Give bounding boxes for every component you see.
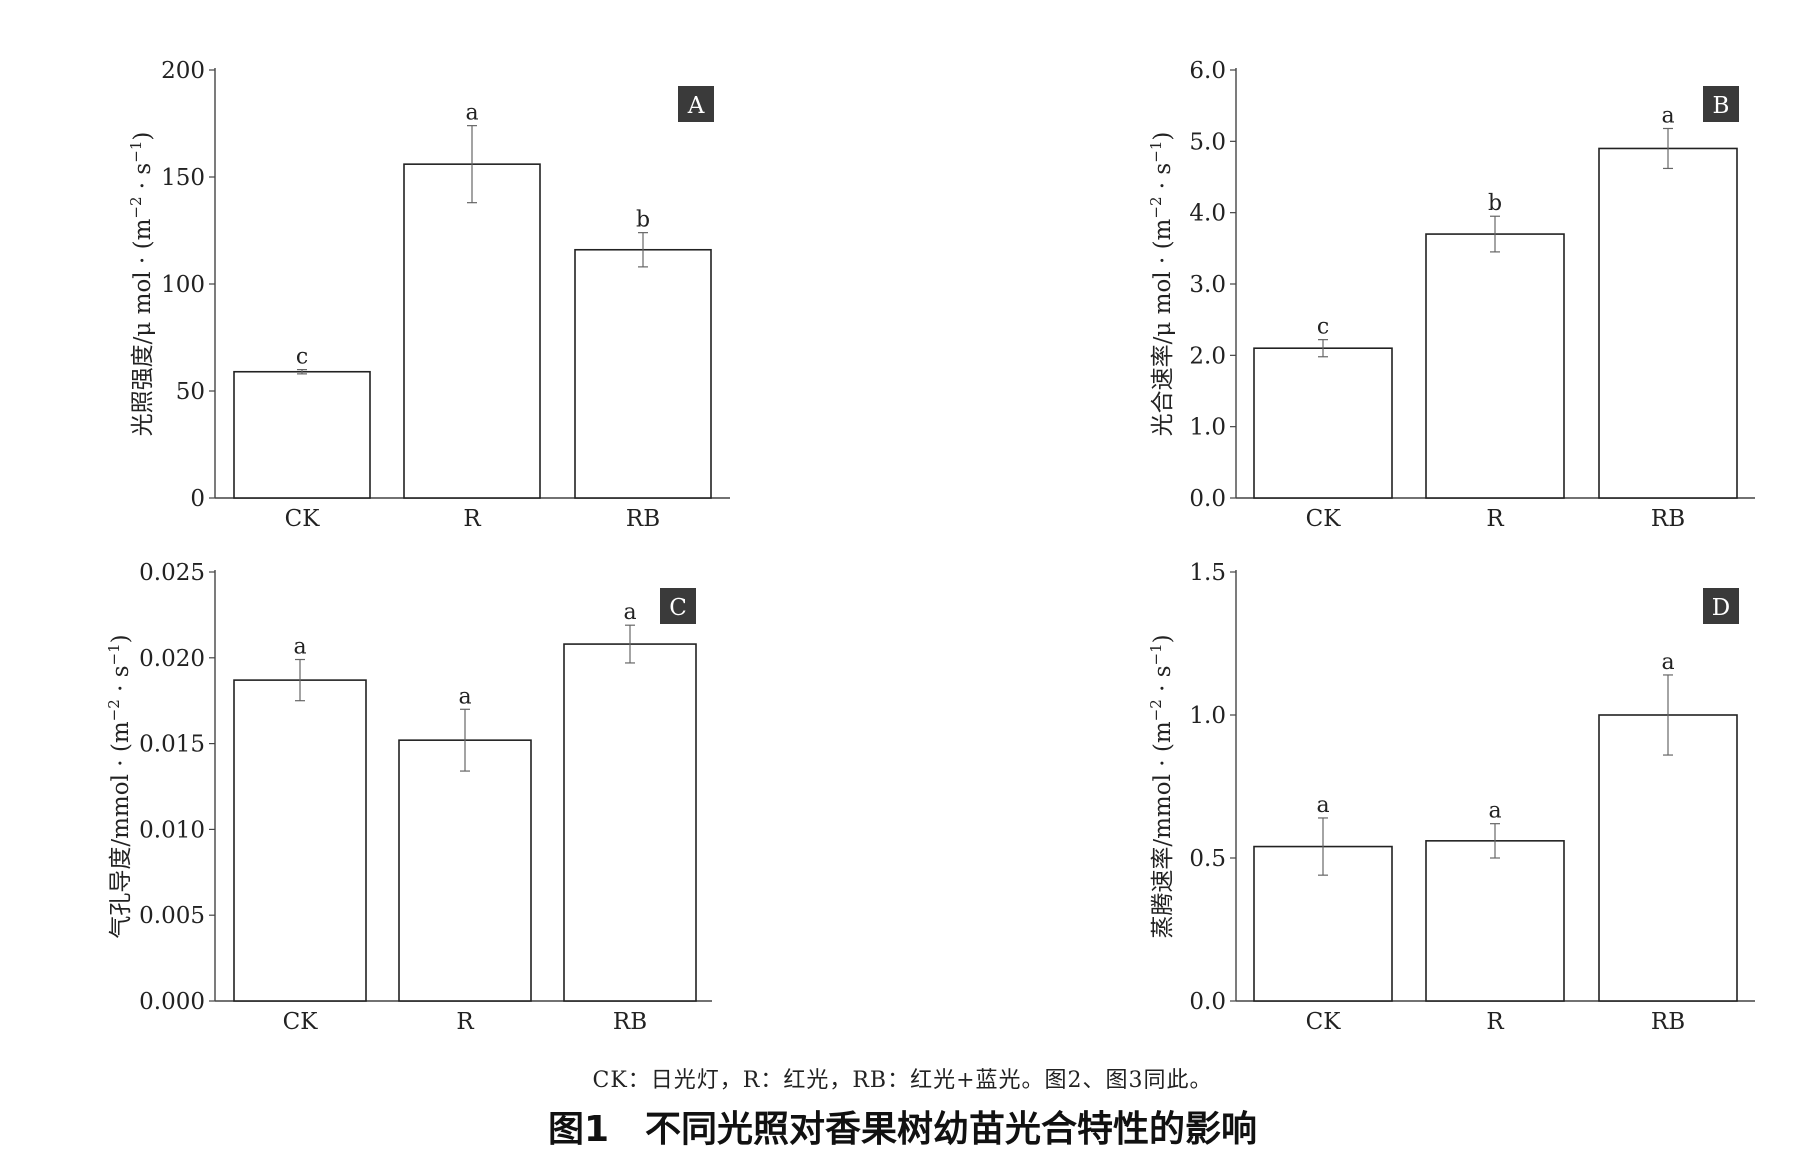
panel-badge: [1703, 588, 1739, 624]
y-axis-label-part: −2: [105, 699, 123, 721]
bar: [403, 163, 541, 499]
y-tick-label: 0.0: [1189, 486, 1226, 512]
panel-letter: D: [1712, 595, 1730, 621]
bar: [574, 248, 712, 499]
y-axis-label-part: 气孔导度/mmol · (m: [108, 721, 134, 938]
y-axis-label: 气孔导度/mmol · (m−2 · s−1): [105, 634, 134, 938]
y-tick-label: 4.0: [1189, 201, 1226, 227]
y-axis-label-part: −1: [1147, 643, 1165, 665]
bar: [398, 739, 532, 1002]
y-axis-label-part: −1: [105, 643, 123, 665]
category-label: RB: [1651, 506, 1685, 532]
panel-letter: C: [669, 595, 687, 621]
y-axis-label-part: 蒸腾速率/mmol · (m: [1150, 721, 1176, 938]
y-axis-label: 光照强度/μ mol · (m−2 · s−1): [127, 132, 156, 437]
y-tick-label: 6.0: [1189, 58, 1226, 84]
category-label: RB: [1651, 1009, 1685, 1035]
caption-number: 图1: [547, 1109, 610, 1150]
bar: [1253, 347, 1393, 499]
y-axis-label-part: −1: [1147, 141, 1165, 163]
y-tick-label: 1.5: [1189, 560, 1226, 586]
category-label: R: [1486, 506, 1504, 532]
y-axis-label-part: 光合速率/μ mol · (m: [1150, 218, 1176, 436]
y-tick-label: 1.0: [1189, 703, 1226, 729]
category-label: CK: [1306, 1009, 1342, 1035]
significance-letter: a: [465, 101, 478, 126]
y-axis-label-part: ): [108, 634, 134, 643]
significance-letter: a: [623, 600, 636, 625]
bar: [563, 643, 697, 1002]
y-tick-label: 0.010: [139, 817, 205, 843]
y-tick-label: 5.0: [1189, 129, 1226, 155]
y-tick-label: 0.005: [139, 903, 205, 929]
significance-letter: a: [1661, 103, 1674, 128]
y-tick-label: 0.0: [1189, 989, 1226, 1015]
y-tick-label: 1.0: [1189, 415, 1226, 441]
y-tick-label: 2.0: [1189, 343, 1226, 369]
bar: [1425, 840, 1565, 1002]
category-label: CK: [283, 1009, 319, 1035]
y-axis-label-part: −1: [127, 141, 145, 163]
bar: [233, 679, 367, 1002]
figure-note: CK：日光灯，R：红光，RB：红光+蓝光。图2、图3同此。: [592, 1068, 1213, 1093]
y-tick-label: 0: [190, 486, 205, 512]
panel-letter: B: [1713, 93, 1730, 119]
bar: [1598, 147, 1738, 499]
y-axis-label-part: · s: [1150, 163, 1176, 197]
significance-letter: a: [1316, 793, 1329, 818]
y-axis-label: 光合速率/μ mol · (m−2 · s−1): [1147, 132, 1176, 437]
category-label: CK: [1306, 506, 1342, 532]
panel-letter: A: [687, 93, 705, 119]
y-axis-label-part: · s: [1150, 665, 1176, 699]
bar: [233, 370, 371, 499]
y-tick-label: 0.020: [139, 646, 205, 672]
y-axis-label-part: −2: [1147, 196, 1165, 218]
category-label: R: [463, 506, 481, 532]
significance-letter: a: [1488, 799, 1501, 824]
significance-letter: b: [1488, 191, 1502, 216]
y-tick-label: 0.015: [139, 732, 205, 758]
significance-letter: c: [1317, 315, 1329, 340]
caption-title: 不同光照对香果树幼苗光合特性的影响: [645, 1109, 1258, 1150]
significance-letter: c: [296, 345, 308, 370]
y-axis-label: 蒸腾速率/mmol · (m−2 · s−1): [1147, 634, 1176, 938]
y-axis-label-part: · s: [130, 163, 156, 197]
bar: [1425, 233, 1565, 499]
category-label: R: [456, 1009, 474, 1035]
chart-panel-c: 0.000 0.005 0.010 0.015 0.020 0.025 气孔导度/mmol …: [105, 560, 712, 1035]
y-axis-label-part: ): [1150, 634, 1176, 643]
panel-badge: [678, 86, 714, 122]
y-tick-label: 150: [161, 165, 205, 191]
y-tick-label: 0.000: [139, 989, 205, 1015]
panel-badge: [1703, 86, 1739, 122]
y-tick-label: 0.025: [139, 560, 205, 586]
significance-letter: a: [1661, 650, 1674, 675]
significance-letter: a: [458, 684, 471, 709]
figure-caption: 图1 不同光照对香果树幼苗光合特性的影响: [0, 1100, 1805, 1152]
y-axis-label-part: · s: [108, 665, 134, 699]
category-label: RB: [626, 506, 660, 532]
y-axis-label-part: −2: [127, 196, 145, 218]
category-label: RB: [613, 1009, 647, 1035]
significance-letter: b: [636, 208, 650, 233]
y-tick-label: 200: [161, 58, 205, 84]
panel-badge: [660, 588, 696, 624]
chart-panel-b: 0.0 1.0 2.0 3.0 4.0 5.0 6.0 光合速率/μ mol · (m−2 ·…: [1147, 58, 1755, 532]
y-tick-label: 0.5: [1189, 846, 1226, 872]
chart-panel-d: 0.0 0.5 1.0 1.5 蒸腾速率/mmol · (m−2 · s−1) a CK a R…: [1147, 560, 1755, 1035]
y-axis-label-part: ): [130, 132, 156, 141]
y-tick-label: 3.0: [1189, 272, 1226, 298]
bar: [1598, 714, 1738, 1002]
significance-letter: a: [293, 635, 306, 660]
y-axis-label-part: −2: [1147, 699, 1165, 721]
y-tick-label: 50: [176, 379, 205, 405]
y-axis-label-part: 光照强度/μ mol · (m: [130, 218, 156, 436]
category-label: CK: [285, 506, 321, 532]
y-axis-label-part: ): [1150, 132, 1176, 141]
y-tick-label: 100: [161, 272, 205, 298]
category-label: R: [1486, 1009, 1504, 1035]
chart-panel-a: 0 50 100 150 200 光照强度/μ mol · (m−2 · s−1) c CK a…: [127, 58, 730, 532]
